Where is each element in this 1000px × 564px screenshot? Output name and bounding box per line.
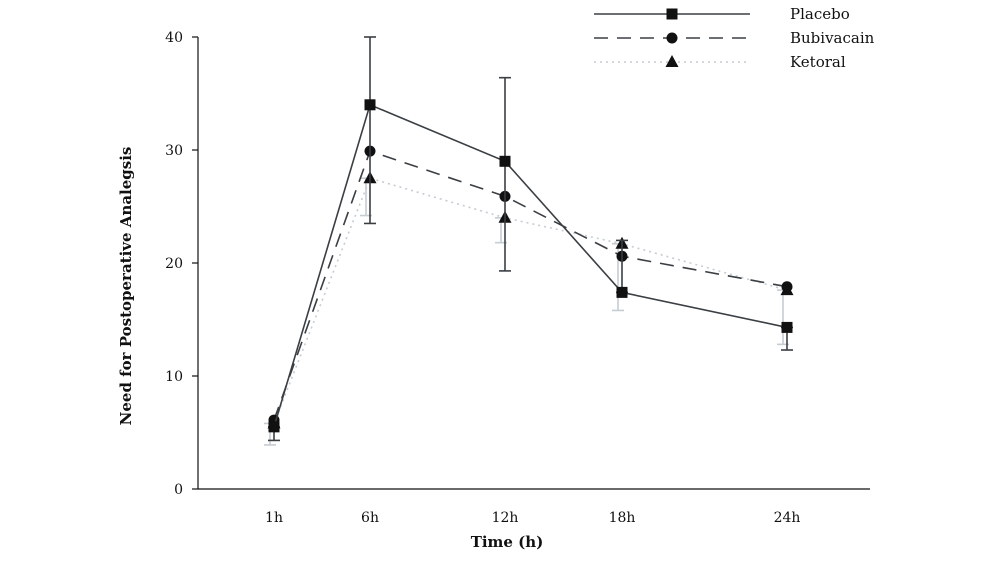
series-line (273, 177, 788, 424)
data-point (781, 321, 793, 333)
series-placebo (268, 36, 793, 442)
legend: Placebo Bubivacain Ketoral (594, 5, 875, 71)
x-tick-label: 12h (492, 510, 519, 526)
series-bubivacain (268, 145, 793, 426)
data-point (781, 281, 793, 293)
legend-label: Ketoral (790, 53, 846, 71)
series-line (273, 150, 788, 421)
legend-marker (665, 55, 679, 67)
x-tick-label: 1h (265, 510, 283, 526)
x-tick-label: 24h (774, 510, 801, 526)
y-axis-title: Need for Postoperative Analegsis (117, 147, 135, 426)
y-tick-label: 10 (165, 369, 183, 385)
data-point (364, 99, 376, 111)
axes (197, 37, 870, 490)
x-tick-label: 18h (609, 510, 636, 526)
x-axis-title: Time (h) (471, 533, 544, 551)
y-tick-label: 20 (165, 256, 183, 272)
x-tick-label: 6h (361, 510, 379, 526)
y-ticks: 0 10 20 30 40 (165, 30, 198, 498)
series-ketoral (264, 171, 794, 446)
legend-label: Placebo (790, 5, 850, 23)
y-tick-label: 0 (174, 482, 183, 498)
y-tick-label: 40 (165, 30, 183, 46)
data-point (499, 155, 511, 167)
series-layer (264, 36, 794, 446)
data-point (616, 286, 628, 298)
x-ticks: 1h 6h 12h 18h 24h (265, 510, 800, 526)
data-point (268, 421, 280, 433)
legend-marker (666, 8, 678, 20)
legend-label: Bubivacain (790, 29, 875, 47)
legend-marker (666, 32, 678, 44)
series-line (273, 103, 788, 428)
y-tick-label: 30 (165, 143, 183, 159)
